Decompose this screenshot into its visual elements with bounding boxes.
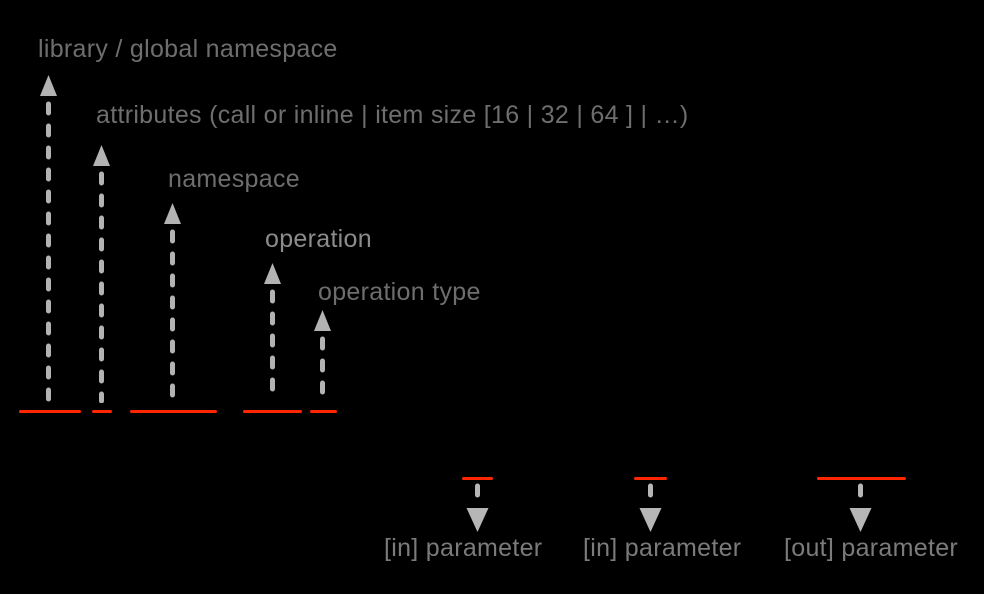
down-arrow-in-parameter-2 bbox=[639, 483, 662, 532]
underline-in-parameter-2 bbox=[634, 477, 667, 480]
up-arrow-operation-type bbox=[314, 310, 331, 403]
up-arrow-library bbox=[40, 75, 57, 403]
up-arrow-attributes bbox=[93, 145, 110, 403]
up-arrow-operation bbox=[264, 263, 281, 403]
underline-namespace bbox=[130, 410, 217, 413]
label-out-parameter: [out] parameter bbox=[784, 534, 959, 562]
label-in-parameter-1: [in] parameter bbox=[384, 534, 543, 562]
underline-out-parameter bbox=[817, 477, 906, 480]
underline-library bbox=[19, 410, 81, 413]
underline-operation bbox=[243, 410, 302, 413]
label-library-global-namespace: library / global namespace bbox=[38, 35, 338, 63]
label-namespace: namespace bbox=[168, 165, 300, 193]
underline-in-parameter-1 bbox=[462, 477, 493, 480]
label-attributes: attributes (call or inline | item size [… bbox=[96, 101, 689, 129]
underline-attributes bbox=[92, 410, 112, 413]
label-operation-type: operation type bbox=[318, 278, 481, 306]
down-arrow-out-parameter bbox=[849, 483, 872, 532]
underline-operation-type bbox=[310, 410, 337, 413]
label-operation: operation bbox=[265, 225, 372, 253]
up-arrow-namespace bbox=[164, 203, 181, 403]
down-arrow-in-parameter-1 bbox=[466, 483, 489, 532]
label-in-parameter-2: [in] parameter bbox=[583, 534, 742, 562]
